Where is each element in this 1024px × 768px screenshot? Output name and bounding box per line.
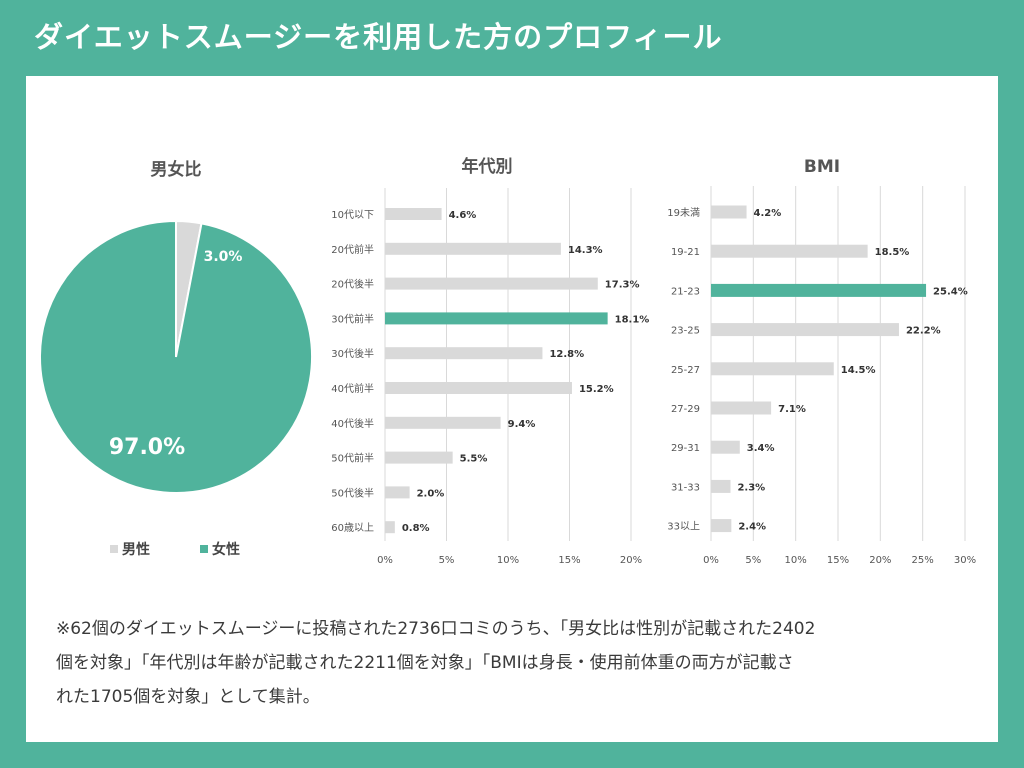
age-value-label: 9.4% [508, 419, 536, 430]
legend-label-female: 女性 [212, 541, 240, 558]
age-bar [385, 486, 410, 499]
age-x-tick: 10% [497, 555, 519, 566]
bmi-value-label: 4.2% [754, 208, 782, 219]
age-x-tick: 5% [439, 555, 455, 566]
bmi-title: BMI [804, 157, 840, 177]
bmi-category-label: 19未満 [667, 207, 700, 219]
bmi-x-tick: 30% [954, 555, 976, 566]
age-category-label: 50代後半 [331, 486, 374, 499]
bmi-bar [711, 283, 927, 297]
bmi-bar [711, 401, 772, 415]
age-value-label: 18.1% [615, 314, 650, 325]
bmi-value-label: 18.5% [875, 247, 910, 258]
bmi-bar [711, 519, 732, 533]
footnote-line-1: ※62個のダイエットスムージーに投稿された2736口コミのうち、「男女比は性別が… [56, 619, 816, 639]
content-panel: 男女比 3.0% 97.0% 男性 女性 年代別 0% 5% 10% 15% 20% 10代以下 4.… [26, 76, 998, 742]
bmi-bar [711, 205, 747, 219]
age-bar [385, 277, 598, 290]
bmi-value-label: 25.4% [933, 286, 968, 297]
legend-swatch-male [110, 545, 118, 553]
age-value-label: 17.3% [605, 280, 640, 291]
footnote-line-3: れた1705個を対象」として集計。 [56, 687, 320, 707]
footnote-line-2: 個を対象」「年代別は年齢が記載された2211個を対象」「BMIは身長・使用前体重… [56, 653, 794, 673]
pie-chart-title: 男女比 [151, 159, 202, 180]
age-category-label: 40代後半 [331, 417, 374, 430]
bmi-category-label: 31-33 [671, 482, 700, 493]
age-category-label: 50代前半 [331, 452, 374, 465]
bmi-x-tick: 10% [785, 555, 807, 566]
pie-chart-gender: 男女比 3.0% 97.0% 男性 女性 [39, 159, 313, 558]
age-title: 年代別 [462, 156, 513, 177]
age-value-label: 2.0% [417, 488, 445, 499]
bmi-category-label: 23-25 [671, 326, 700, 337]
bmi-x-tick: 0% [703, 555, 719, 566]
age-value-label: 14.3% [568, 245, 603, 256]
age-x-tick: 15% [558, 555, 580, 566]
age-value-label: 4.6% [449, 210, 477, 221]
age-value-label: 15.2% [579, 384, 614, 395]
bmi-category-label: 19-21 [671, 247, 700, 258]
age-bar [385, 451, 453, 464]
bmi-value-label: 2.4% [738, 522, 766, 533]
age-bar [385, 208, 442, 220]
bar-chart-bmi: BMI 0% 5% 10% 15% 20% 25% 30% 19未満 4.2% 19-21 18.5%… [667, 157, 976, 566]
pie-slice-female [39, 219, 313, 494]
age-category-label: 30代後半 [331, 347, 374, 360]
bmi-category-label: 29-31 [671, 443, 700, 454]
bmi-bar [711, 440, 740, 454]
bmi-bar [711, 479, 731, 493]
age-category-label: 10代以下 [331, 209, 374, 221]
age-category-label: 20代後半 [331, 278, 374, 291]
pie-label-female: 97.0% [109, 435, 185, 460]
legend-swatch-female [200, 545, 208, 553]
bmi-value-label: 7.1% [778, 404, 806, 415]
bmi-category-label: 27-29 [671, 404, 700, 415]
bmi-x-tick: 25% [912, 555, 934, 566]
age-value-label: 5.5% [460, 454, 488, 465]
age-bar [385, 521, 395, 534]
age-bar [385, 416, 501, 429]
pie-label-male: 3.0% [204, 249, 243, 265]
bmi-value-label: 14.5% [841, 365, 876, 376]
age-bar [385, 382, 572, 394]
age-bar [385, 312, 608, 325]
bmi-category-label: 33以上 [667, 521, 700, 533]
page-title: ダイエットスムージーを利用した方のプロフィール [34, 20, 723, 54]
age-bar [385, 347, 543, 360]
age-value-label: 0.8% [402, 523, 430, 534]
bmi-value-label: 2.3% [737, 482, 765, 493]
bar-chart-age: 年代別 0% 5% 10% 15% 20% 10代以下 4.6% 20代前半 14.3% 20代後半… [331, 156, 649, 566]
age-category-label: 60歳以上 [331, 522, 374, 534]
age-category-label: 20代前半 [331, 243, 374, 256]
bmi-x-tick: 15% [827, 555, 849, 566]
bmi-value-label: 3.4% [747, 443, 775, 454]
legend-label-male: 男性 [122, 541, 150, 558]
age-bar [385, 242, 561, 255]
age-category-label: 30代前半 [331, 312, 374, 325]
bmi-x-tick: 20% [869, 555, 891, 566]
bmi-x-tick: 5% [745, 555, 761, 566]
age-category-label: 40代前半 [331, 382, 374, 395]
bmi-value-label: 22.2% [906, 326, 941, 337]
age-value-label: 12.8% [549, 349, 584, 360]
bmi-bar [711, 323, 899, 337]
bmi-category-label: 21-23 [671, 286, 700, 297]
bmi-category-label: 25-27 [671, 365, 700, 376]
age-x-tick: 0% [377, 555, 393, 566]
charts-canvas: 男女比 3.0% 97.0% 男性 女性 年代別 0% 5% 10% 15% 20% 10代以下 4.… [39, 156, 976, 566]
bmi-bar [711, 244, 868, 258]
age-x-tick: 20% [620, 555, 642, 566]
footnote: ※62個のダイエットスムージーに投稿された2736口コミのうち、「男女比は性別が… [56, 612, 976, 714]
bmi-bar [711, 362, 834, 376]
